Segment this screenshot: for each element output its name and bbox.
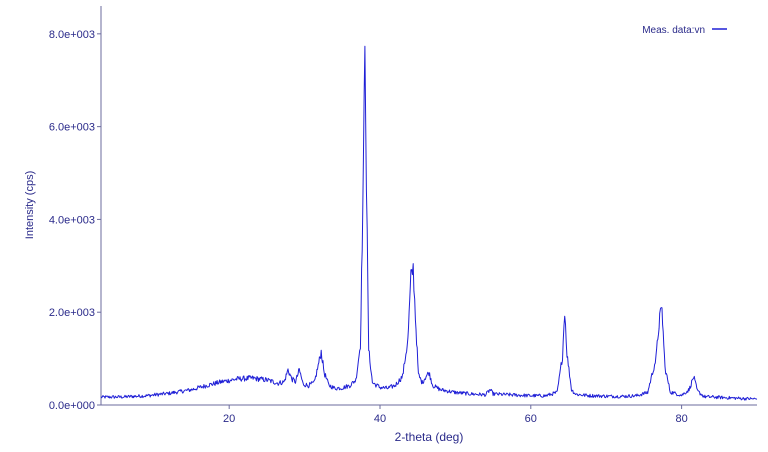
y-tick-label: 2.0e+003: [49, 307, 95, 319]
series-group: [100, 45, 758, 401]
series-line: [100, 45, 758, 401]
x-tick-label: 80: [675, 413, 687, 425]
x-tick-group: 20 40 60 80: [223, 405, 688, 425]
x-axis-label: 2-theta (deg): [395, 430, 464, 444]
legend: Meas. data:vn: [642, 25, 727, 36]
y-tick-label: 6.0e+003: [49, 122, 95, 134]
x-tick-label: 40: [374, 413, 386, 425]
y-tick-label: 0.0e+000: [49, 400, 95, 412]
y-tick-label: 8.0e+003: [49, 29, 95, 41]
legend-entry-label: Meas. data:vn: [642, 25, 705, 36]
x-tick-label: 60: [525, 413, 537, 425]
x-tick-label: 20: [223, 413, 235, 425]
y-axis-label: Intensity (cps): [24, 171, 36, 239]
y-tick-label: 4.0e+003: [49, 214, 95, 226]
y-tick-group: 0.0e+000 2.0e+003 4.0e+003 6.0e+003 8.0e+003: [49, 29, 101, 412]
